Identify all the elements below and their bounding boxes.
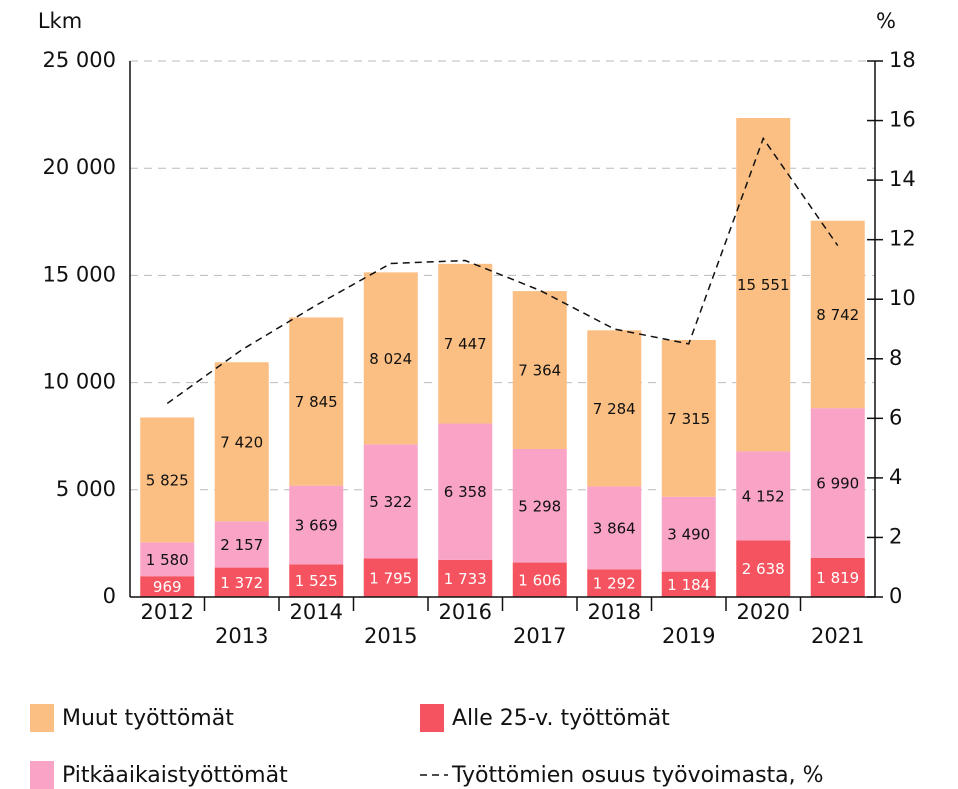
legend-swatch: [30, 704, 54, 732]
value-label: 5 825: [146, 471, 189, 489]
legend-label: Muut työttömät: [62, 706, 234, 731]
value-label: 3 490: [667, 526, 710, 544]
y2-tick-label: 2: [889, 524, 902, 548]
y2-tick-label: 18: [889, 48, 916, 72]
legend-swatch: [30, 761, 54, 789]
x-tick-label: 2017: [513, 624, 566, 648]
x-tick-label: 2015: [364, 624, 417, 648]
bar-segment: [661, 496, 716, 572]
bar-segment: [810, 408, 865, 559]
value-label: 6 990: [816, 475, 859, 493]
value-label: 7 845: [295, 393, 338, 411]
bar-segment: [438, 559, 493, 597]
value-label: 8 742: [816, 306, 859, 324]
y2-tick-label: 16: [889, 108, 916, 132]
value-label: 15 551: [737, 276, 790, 294]
bar-segment: [810, 220, 865, 409]
bar-segment: [736, 118, 791, 452]
value-label: 1 733: [444, 570, 487, 588]
bar-segment: [587, 486, 642, 570]
y-tick-label: 0: [103, 584, 116, 608]
value-label: 5 322: [369, 493, 412, 511]
value-label: 1 184: [667, 576, 710, 594]
bar-segment: [587, 569, 642, 597]
y2-tick-label: 8: [889, 346, 902, 370]
x-tick-label: 2016: [439, 600, 492, 624]
value-label: 5 298: [518, 497, 561, 515]
value-label: 4 152: [742, 487, 785, 505]
bar-segment: [736, 451, 791, 541]
x-tick-label: 2014: [290, 600, 343, 624]
bar-segment: [512, 448, 567, 563]
value-label: 1 372: [220, 574, 263, 592]
bar-segment: [736, 540, 791, 597]
bar-segment: [438, 423, 493, 560]
value-label: 7 315: [667, 410, 710, 428]
y-tick-label: 20 000: [43, 155, 116, 179]
x-tick-label: 2020: [737, 600, 790, 624]
bar-segment: [289, 564, 344, 597]
legend-label: Alle 25-v. työttömät: [452, 706, 670, 731]
y-tick-label: 10 000: [43, 370, 116, 394]
value-label: 1 292: [593, 575, 636, 593]
bar-segment: [140, 576, 195, 597]
value-label: 1 819: [816, 569, 859, 587]
legend-label: Työttömien osuus työvoimasta, %: [451, 763, 824, 788]
bar-segment: [587, 330, 642, 487]
y2-tick-label: 14: [889, 167, 916, 191]
bar-segment: [140, 542, 195, 577]
bar-segment: [289, 317, 344, 486]
value-label: 1 606: [518, 571, 561, 589]
value-label: 1 795: [369, 569, 412, 587]
bar-segment: [363, 272, 418, 445]
value-label: 3 669: [295, 516, 338, 534]
y2-tick-label: 10: [889, 286, 916, 310]
y2-tick-label: 0: [889, 584, 902, 608]
bar-segment: [661, 339, 716, 497]
bar-segment: [512, 562, 567, 597]
legend-label: Pitkäaikaistyöttömät: [62, 763, 288, 788]
line: [166, 136, 839, 405]
bar-segment: [214, 521, 269, 568]
value-label: 7 284: [593, 400, 636, 418]
value-label: 7 447: [444, 335, 487, 353]
y2-tick-label: 4: [889, 465, 902, 489]
value-label: 6 358: [444, 483, 487, 501]
value-label: 2 638: [742, 560, 785, 578]
bar-segment: [512, 291, 567, 449]
x-tick-label: 2021: [811, 624, 864, 648]
x-tick-label: 2018: [588, 600, 641, 624]
y-tick-label: 25 000: [43, 48, 116, 72]
y-axis-title: Lkm: [38, 9, 82, 33]
y2-tick-label: 6: [889, 405, 902, 429]
value-label: 3 864: [593, 519, 636, 537]
y2-tick-label: 12: [889, 227, 916, 251]
bar-segment: [214, 362, 269, 522]
y-tick-label: 5 000: [56, 477, 116, 501]
bar-segment: [363, 444, 418, 559]
value-label: 2 157: [220, 536, 263, 554]
y-tick-label: 15 000: [43, 262, 116, 286]
value-label: 1 525: [295, 572, 338, 590]
legend-swatch: [420, 704, 444, 732]
x-tick-label: 2012: [141, 600, 194, 624]
bar-segment: [289, 485, 344, 565]
value-label: 1 580: [146, 551, 189, 569]
bar-segment: [363, 558, 418, 597]
value-label: 8 024: [369, 350, 412, 368]
x-tick-label: 2013: [215, 624, 268, 648]
value-label: 7 420: [220, 433, 263, 451]
bar-segment: [214, 567, 269, 597]
bar-segment: [140, 417, 195, 543]
y2-axis-title: %: [876, 9, 896, 33]
value-label: 7 364: [518, 362, 561, 380]
x-tick-label: 2019: [662, 624, 715, 648]
value-label: 969: [153, 578, 182, 596]
bar-segment: [438, 263, 493, 424]
bar-segment: [661, 571, 716, 597]
bar-segment: [810, 558, 865, 597]
